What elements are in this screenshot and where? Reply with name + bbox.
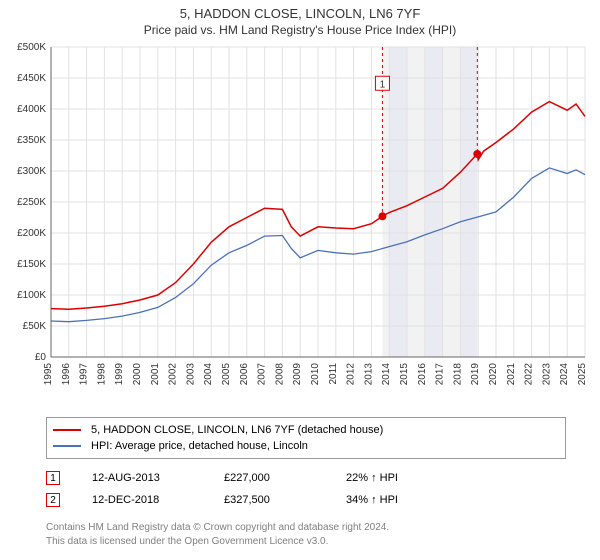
svg-text:2022: 2022 [524,363,535,386]
svg-text:2023: 2023 [541,363,552,386]
svg-text:£100K: £100K [17,290,46,301]
svg-text:2004: 2004 [203,363,214,386]
svg-text:£450K: £450K [17,73,46,84]
svg-text:2025: 2025 [577,363,588,386]
legend-label: HPI: Average price, detached house, Linc… [91,440,308,452]
marker-price: £227,000 [224,472,314,484]
svg-text:1999: 1999 [114,363,125,386]
svg-text:£50K: £50K [23,321,47,332]
svg-text:£250K: £250K [17,197,46,208]
legend-box: 5, HADDON CLOSE, LINCOLN, LN6 7YF (detac… [46,417,566,459]
footer-attribution: Contains HM Land Registry data © Crown c… [46,521,600,548]
marker-delta: 34% ↑ HPI [346,494,398,506]
svg-text:£500K: £500K [17,42,46,53]
svg-text:2006: 2006 [239,363,250,386]
svg-text:£150K: £150K [17,259,46,270]
marker-date: 12-AUG-2013 [92,472,192,484]
legend-swatch [53,445,81,447]
marker-row: 1 12-AUG-2013 £227,000 22% ↑ HPI [46,467,600,489]
svg-text:2014: 2014 [381,363,392,386]
svg-text:2015: 2015 [399,363,410,386]
svg-text:1996: 1996 [61,363,72,386]
marker-delta: 22% ↑ HPI [346,472,398,484]
svg-text:2000: 2000 [132,363,143,386]
marker-badge: 2 [46,493,60,507]
svg-text:2017: 2017 [435,363,446,386]
svg-text:2011: 2011 [328,363,339,385]
marker-price: £327,500 [224,494,314,506]
svg-text:1997: 1997 [79,363,90,386]
marker-date: 12-DEC-2018 [92,494,192,506]
svg-text:£350K: £350K [17,135,46,146]
svg-text:2003: 2003 [185,363,196,386]
svg-text:2018: 2018 [452,363,463,386]
svg-text:2020: 2020 [488,363,499,386]
svg-text:2024: 2024 [559,363,570,386]
legend-row: HPI: Average price, detached house, Linc… [53,438,559,454]
svg-text:2007: 2007 [257,363,268,386]
svg-text:2012: 2012 [346,363,357,386]
marker-badge: 1 [46,471,60,485]
svg-text:£200K: £200K [17,228,46,239]
chart-title: 5, HADDON CLOSE, LINCOLN, LN6 7YF [0,0,600,21]
svg-text:1: 1 [380,79,386,90]
chart-plot-area: £0 £50K £100K £150K £200K £250K £300K £350K £400… [5,41,595,411]
marker-row: 2 12-DEC-2018 £327,500 34% ↑ HPI [46,489,600,511]
svg-text:£400K: £400K [17,104,46,115]
legend-label: 5, HADDON CLOSE, LINCOLN, LN6 7YF (detac… [91,424,383,436]
svg-text:2019: 2019 [470,363,481,386]
svg-text:2010: 2010 [310,363,321,386]
svg-text:2005: 2005 [221,363,232,386]
svg-text:2008: 2008 [274,363,285,386]
chart-container: 5, HADDON CLOSE, LINCOLN, LN6 7YF Price … [0,0,600,560]
svg-text:2001: 2001 [150,363,161,386]
svg-text:1995: 1995 [43,363,54,386]
svg-text:2016: 2016 [417,363,428,386]
line-chart-svg: £0 £50K £100K £150K £200K £250K £300K £350K £400… [5,41,595,411]
footer-line-1: Contains HM Land Registry data © Crown c… [46,521,600,535]
svg-text:2021: 2021 [506,363,517,386]
chart-subtitle: Price paid vs. HM Land Registry's House … [0,21,600,41]
legend-swatch [53,429,81,431]
svg-text:2013: 2013 [363,363,374,386]
svg-text:2002: 2002 [168,363,179,386]
footer-line-2: This data is licensed under the Open Gov… [46,535,600,549]
svg-text:£0: £0 [35,352,47,363]
svg-text:2009: 2009 [292,363,303,386]
legend-row: 5, HADDON CLOSE, LINCOLN, LN6 7YF (detac… [53,422,559,438]
svg-text:1998: 1998 [96,363,107,386]
svg-text:£300K: £300K [17,166,46,177]
marker-table: 1 12-AUG-2013 £227,000 22% ↑ HPI 2 12-DEC-201… [46,467,600,511]
